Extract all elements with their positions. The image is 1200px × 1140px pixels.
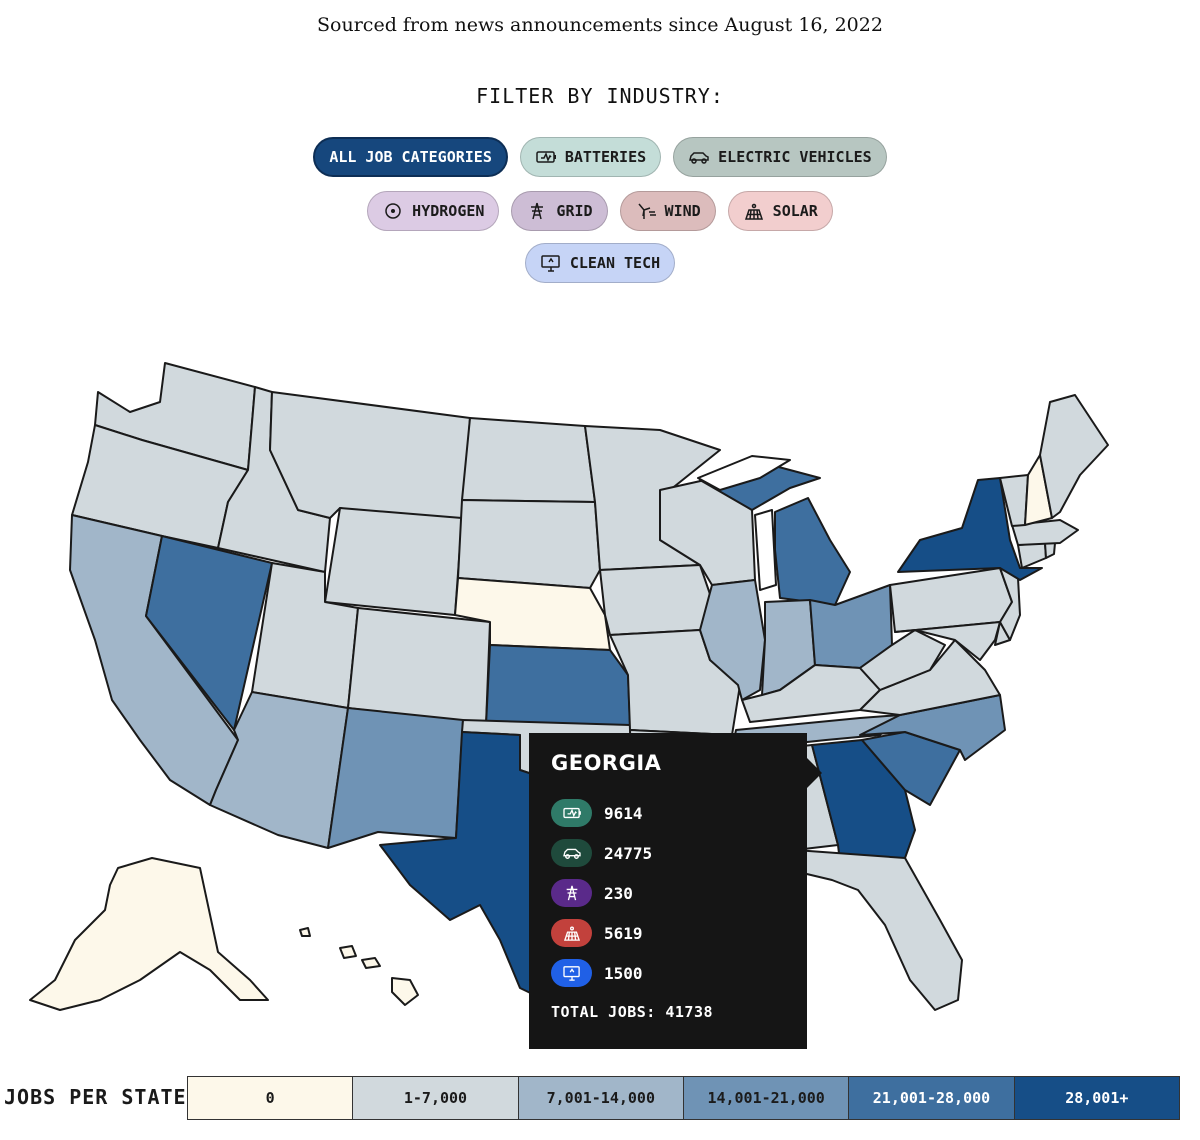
pill-label: SOLAR bbox=[772, 202, 818, 220]
state-wyoming[interactable] bbox=[324, 507, 463, 616]
pill-label: ELECTRIC VEHICLES bbox=[718, 148, 872, 166]
hydrogen-icon bbox=[382, 202, 404, 220]
filter-pill-row: HYDROGEN GRID WIND SOLAR bbox=[0, 191, 1200, 231]
filter-clean-tech-button[interactable]: CLEAN TECH bbox=[524, 243, 676, 283]
tooltip-row-solar: 5619 bbox=[551, 919, 785, 947]
state-alaska[interactable] bbox=[29, 857, 269, 1011]
state-maine[interactable] bbox=[1039, 394, 1109, 519]
lake-superior bbox=[697, 455, 791, 491]
tooltip-value: 5619 bbox=[604, 923, 643, 943]
state-iowa[interactable] bbox=[599, 564, 713, 636]
filter-batteries-button[interactable]: BATTERIES bbox=[519, 137, 662, 177]
filter-pill-row: ALL JOB CATEGORIES BATTERIES ELECTRIC VE… bbox=[0, 137, 1200, 177]
tooltip-value: 230 bbox=[604, 883, 633, 903]
legend-bin: 1-7,000 bbox=[353, 1077, 519, 1119]
filter-all-job-categories-button[interactable]: ALL JOB CATEGORIES bbox=[313, 137, 508, 177]
legend: 0 1-7,000 7,001-14,000 14,001-21,000 21,… bbox=[187, 1076, 1180, 1120]
state-connecticut[interactable] bbox=[1017, 542, 1047, 569]
battery-icon bbox=[551, 799, 592, 827]
monitor-icon bbox=[540, 254, 562, 272]
subtitle: Sourced from news announcements since Au… bbox=[317, 14, 883, 36]
pill-label: WIND bbox=[664, 202, 701, 220]
legend-bin: 14,001-21,000 bbox=[683, 1077, 850, 1119]
tooltip-row-electric-vehicles: 24775 bbox=[551, 839, 785, 867]
state-hawaii[interactable] bbox=[391, 977, 419, 1006]
state-massachusetts[interactable] bbox=[1011, 519, 1079, 546]
filter-heading: FILTER BY INDUSTRY: bbox=[476, 84, 724, 108]
filter-hydrogen-button[interactable]: HYDROGEN bbox=[367, 191, 500, 231]
filter-solar-button[interactable]: SOLAR bbox=[727, 191, 833, 231]
legend-bin: 0 bbox=[188, 1077, 354, 1119]
state-rhode-island[interactable] bbox=[1044, 542, 1056, 559]
legend-label: JOBS PER STATE bbox=[4, 1085, 187, 1109]
solar-panel-icon bbox=[551, 919, 592, 947]
hawaii-island bbox=[299, 927, 381, 969]
state-west-virginia[interactable] bbox=[859, 629, 946, 691]
tooltip-row-grid: 230 bbox=[551, 879, 785, 907]
state-kansas[interactable] bbox=[485, 644, 631, 726]
battery-icon bbox=[535, 148, 557, 166]
filter-wind-button[interactable]: WIND bbox=[619, 191, 716, 231]
filter-pill-row: CLEAN TECH bbox=[0, 243, 1200, 283]
state-new-mexico[interactable] bbox=[327, 707, 464, 849]
state-new-york[interactable] bbox=[897, 477, 1043, 581]
legend-bin: 21,001-28,000 bbox=[849, 1077, 1015, 1119]
pylon-icon bbox=[551, 879, 592, 907]
tooltip-value: 1500 bbox=[604, 963, 643, 983]
legend-bin: 7,001-14,000 bbox=[518, 1077, 684, 1119]
state-tooltip: GEORGIA 9614 24775 230 5619 1500 TOTAL J… bbox=[529, 733, 807, 1049]
pill-label: CLEAN TECH bbox=[569, 254, 661, 272]
filter-grid-button[interactable]: GRID bbox=[511, 191, 608, 231]
tooltip-rows: 9614 24775 230 5619 1500 bbox=[551, 799, 785, 987]
legend-bin: 28,001+ bbox=[1014, 1077, 1179, 1119]
pill-label: ALL JOB CATEGORIES bbox=[329, 148, 492, 166]
monitor-icon bbox=[551, 959, 592, 987]
state-montana[interactable] bbox=[269, 391, 471, 531]
filter-electric-vehicles-button[interactable]: ELECTRIC VEHICLES bbox=[673, 137, 887, 177]
state-colorado[interactable] bbox=[347, 607, 491, 726]
tooltip-row-batteries: 9614 bbox=[551, 799, 785, 827]
state-north-dakota[interactable] bbox=[461, 417, 596, 503]
tooltip-row-clean-tech: 1500 bbox=[551, 959, 785, 987]
wind-turbine-icon bbox=[635, 202, 657, 220]
tooltip-value: 24775 bbox=[604, 843, 653, 863]
lake-michigan bbox=[754, 509, 777, 591]
tooltip-value: 9614 bbox=[604, 803, 643, 823]
car-icon bbox=[551, 839, 592, 867]
car-icon bbox=[688, 148, 710, 166]
tooltip-total: TOTAL JOBS: 41738 bbox=[551, 1003, 714, 1021]
state-south-dakota[interactable] bbox=[457, 499, 601, 589]
pill-label: HYDROGEN bbox=[412, 202, 485, 220]
pylon-icon bbox=[526, 202, 548, 220]
tooltip-pointer bbox=[805, 756, 822, 790]
pill-label: BATTERIES bbox=[564, 148, 647, 166]
tooltip-state-name: GEORGIA bbox=[551, 751, 662, 775]
pill-label: GRID bbox=[556, 202, 593, 220]
solar-panel-icon bbox=[743, 202, 765, 220]
state-florida[interactable] bbox=[789, 849, 963, 1011]
